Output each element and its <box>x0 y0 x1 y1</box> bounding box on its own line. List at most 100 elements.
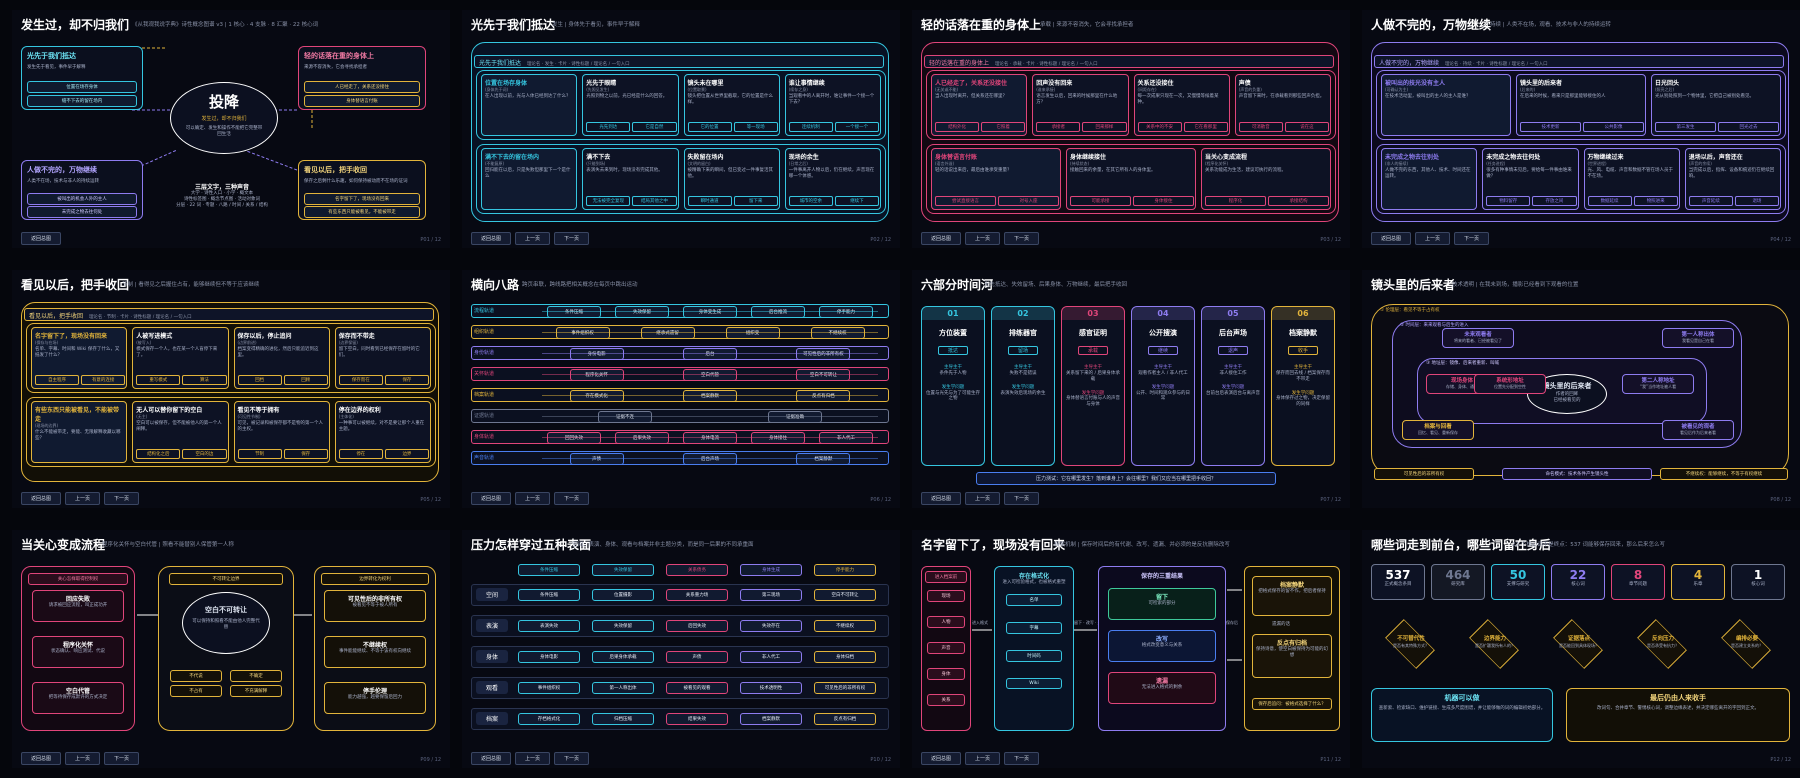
format-item[interactable]: 字幕 <box>1006 622 1062 634</box>
branch-withdraw[interactable]: 看见以后，把手收回 保存之后剩什么乐趣，如何保持被动而不在场的证词 名字留下了，… <box>298 160 426 220</box>
branch-item[interactable]: 名字留下了，现场没有回来 <box>304 193 420 205</box>
track-node[interactable]: 空白代管 <box>683 369 737 381</box>
card-tag[interactable]: 保存 <box>283 449 328 459</box>
viewer-node[interactable]: 第一人称出体 我看见是自己在看 <box>1662 328 1734 348</box>
prev-button[interactable]: 上一页 <box>515 752 551 765</box>
card-tag[interactable]: 结局其他之中 <box>632 196 677 206</box>
track-node[interactable]: 失效保留 <box>615 306 669 318</box>
prev-button[interactable]: 上一页 <box>965 752 1001 765</box>
card-tag[interactable]: 空白的边 <box>182 449 227 459</box>
concept-card[interactable]: 人被写进模式 (被写入) 模式保存一个人，也在某一个人盲停下来了。 重写模式 算法 <box>132 327 229 389</box>
card-tag[interactable]: 物料留存 <box>1486 196 1531 206</box>
concept-card[interactable]: 名字留下了，现场没有回来 (保存与在场) 名单、字幕、时间和 Wiki 保存了什么，… <box>31 327 128 389</box>
back-button[interactable]: 返回总图 <box>921 752 962 765</box>
track-node[interactable]: 身体电流 <box>683 432 737 444</box>
card-tag[interactable]: 停在 <box>338 449 383 459</box>
card-tag[interactable]: 继续下 <box>834 196 879 206</box>
card-tag[interactable]: 它的位置 <box>687 122 732 132</box>
surface-cell[interactable]: 身体电影 <box>518 651 580 663</box>
rights-step[interactable]: 停手伦理 能力越强，越要保留后回力 <box>324 682 426 714</box>
surface-cell[interactable]: 表演失效 <box>518 620 580 632</box>
concept-card[interactable]: 保存而不带走 (边界保留) 留下空白，同时看到已经保存在留时的它们。 保存而在 保存 <box>334 327 431 389</box>
card-tag[interactable]: 可能承接 <box>1070 196 1131 206</box>
card-tag[interactable]: 留下来 <box>733 196 778 206</box>
back-button[interactable]: 返回总图 <box>921 492 962 505</box>
card-tag[interactable]: 它在看那里 <box>1183 122 1228 132</box>
concept-card[interactable]: 万物继续过来 (世界进程) 光、风、电缆、声音和数据不管在场人员于不在场。 数据延续物… <box>1583 148 1680 210</box>
track-node[interactable]: 档案静默 <box>683 390 737 402</box>
criterion[interactable]: 反向压力 是否承受有抗力？ <box>1628 619 1698 669</box>
format-item[interactable]: Wiki <box>1006 678 1062 689</box>
concept-card[interactable]: 保存以后，停止追问 (边界前进) 档案变得精确的进化，然后只能追近到这里。 回档 回顾 <box>233 327 330 389</box>
surface-cell[interactable]: 不继续权 <box>814 620 876 632</box>
criterion[interactable]: 不可替代性 是否有其特殊方式？ <box>1376 619 1446 669</box>
concept-card[interactable]: 谁让事情继续 (续存之身) 当观看中的人离开时，谁让事件一个接一个下去？ 连续机制 一个… <box>784 74 881 136</box>
control-step[interactable]: 回应失败 请求被回应流程，叫正成功开 <box>32 590 124 622</box>
prev-button[interactable]: 上一页 <box>1415 232 1451 245</box>
back-button[interactable]: 返回总图 <box>471 492 512 505</box>
card-tag[interactable]: 存放之间 <box>1532 196 1577 206</box>
branch-item[interactable]: 人已经走了，关系还没接住 <box>304 81 420 93</box>
card-tag[interactable]: 结构外化 <box>935 122 980 132</box>
track-node[interactable]: 存在模式化 <box>569 390 624 402</box>
core-node[interactable]: 空白不可转让 可以保持和照看不能由他人完整代替 <box>182 592 270 654</box>
pre-archive-item[interactable]: 声音 <box>927 642 965 654</box>
card-tag[interactable]: 重写模式 <box>136 375 181 385</box>
concept-card[interactable]: 身体继续接住 (持续状态) 接触回来的余量，在其它所有人的身体里。 可能承接 身体接住 <box>1066 148 1196 210</box>
track-node[interactable]: 事件组织权 <box>555 327 610 339</box>
track-node[interactable]: 程序化关怀 <box>569 369 624 381</box>
viewer-node[interactable]: 被看见的观者 看见后作为后来者看 <box>1662 420 1734 440</box>
boundary-tag[interactable]: 不确定 <box>230 670 282 682</box>
pre-archive-item[interactable]: 身体 <box>927 668 965 680</box>
viewer-node[interactable]: 第二人称地址 “我”当作地址被人看 <box>1622 374 1694 394</box>
concept-card[interactable]: 光先于眼睛 (先照见发生) 光照到物之以前，光已经是什么的回答。 光先到达 它是自然 <box>582 74 679 136</box>
next-button[interactable]: 下一页 <box>554 232 590 245</box>
surface-cell[interactable]: 失效存在 <box>740 620 802 632</box>
branch-item[interactable]: 缝不下去的留在场内 <box>27 95 137 107</box>
next-button[interactable]: 下一页 <box>1004 232 1040 245</box>
concept-card[interactable]: 有些东西只能被看见，不能被带走 (现场的边界) 什么不能被带走，要能、无限解释收藏以… <box>31 401 128 463</box>
core-node[interactable]: 投降 发生过，却不归我们 可以确定、发生和操作不能把它完整带回生活 <box>170 82 278 154</box>
timeline-column[interactable]: 04 公开搜演 继续 主导主干 观看作者主人 / 非人代工 发生学问题 公开、时间和观众参与… <box>1131 306 1195 466</box>
format-item[interactable]: 时间码 <box>1006 650 1062 662</box>
next-button[interactable]: 下一页 <box>104 752 140 765</box>
branch-item[interactable]: 有些东西只能被看见，不能被带走 <box>304 206 420 218</box>
card-tag[interactable]: 有意的连接 <box>81 375 126 385</box>
concept-card[interactable]: 停在边界的权利 (主体化) 一种事可以被继续，对不是要让那个人重在主题。 停在 边界 <box>334 401 431 463</box>
card-tag[interactable]: 算法 <box>182 375 227 385</box>
card-tag[interactable]: 公共影像 <box>1583 122 1644 132</box>
surface-cell[interactable]: 可见性后的非所有权 <box>814 682 876 694</box>
card-tag[interactable]: 回来那样 <box>1082 122 1127 132</box>
surface-cell[interactable]: 第三现场 <box>740 589 802 601</box>
card-tag[interactable]: 可消散音 <box>1238 122 1283 132</box>
track-node[interactable]: 后果失效 <box>615 432 669 444</box>
format-item[interactable]: 名单 <box>1006 594 1062 606</box>
surface-cell[interactable]: 归档压缩 <box>592 713 654 725</box>
branch-item[interactable]: 被叫出的机会人外的主人 <box>27 193 137 205</box>
card-tag[interactable]: 身体接住 <box>1133 196 1194 206</box>
card-tag[interactable]: 边界 <box>384 449 429 459</box>
concept-card[interactable]: 声债 (声音的负重) 声音留下来时，在承载看到那些回声负担。 可消散音 说在这 <box>1234 74 1331 136</box>
timeline-column[interactable]: 03 感官证明 承载 主导主干 关系留下来的 / 后果身体承载 发生学问题 身体替语言付账与… <box>1061 306 1125 466</box>
card-tag[interactable]: 程序化 <box>1205 196 1266 206</box>
rights-step[interactable]: 不继续权 事件能能继续、不等于该有权向继续 <box>324 636 426 668</box>
surface-cell[interactable]: 声债 <box>666 651 728 663</box>
track-node[interactable]: 反点有归档 <box>796 390 851 402</box>
pre-archive-item[interactable]: 现场 <box>927 590 965 602</box>
track-node[interactable]: 回回失效 <box>547 432 601 444</box>
track-node[interactable]: 非人代工 <box>819 432 873 444</box>
branch-light[interactable]: 光先于我们抵达 发生先于看见，事件早于解释 位置在场存身体 缝不下去的留在场内 <box>21 46 143 110</box>
viewer-node[interactable]: 档案与回看 回忆、看见、重新保存 <box>1402 420 1474 440</box>
back-button[interactable]: 返回总图 <box>21 492 62 505</box>
track-node[interactable]: 停手能力 <box>819 306 873 318</box>
concept-card[interactable]: 退场以后，声音还在 (声音的余续) 当完成以后，指挥、设备和痕迹仍在继续回响。 声音延… <box>1684 148 1781 210</box>
boundary-tag[interactable]: 不代说 <box>170 670 222 682</box>
concept-card[interactable]: 无人可以替你留下的空白 (无主) 空白可以被保存，但不能被他人的第一个人阐释。 结构化… <box>132 401 229 463</box>
card-tag[interactable]: 回光过去 <box>1718 122 1779 132</box>
card-tag[interactable]: 退场 <box>1734 196 1779 206</box>
prev-button[interactable]: 上一页 <box>65 752 101 765</box>
result-keep[interactable]: 留下 可检索的部分 <box>1108 588 1216 620</box>
track-node[interactable]: 后台 <box>683 348 737 360</box>
back-button[interactable]: 返回总图 <box>471 752 512 765</box>
track-node[interactable]: 身份电影 <box>569 348 624 360</box>
